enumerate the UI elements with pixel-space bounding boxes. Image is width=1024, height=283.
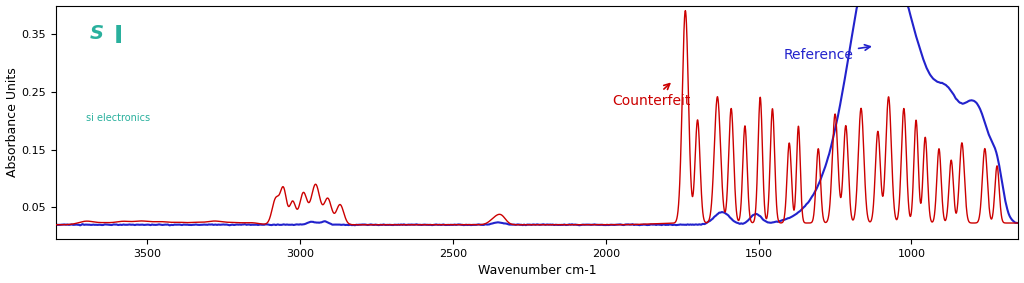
Y-axis label: Absorbance Units: Absorbance Units (5, 67, 18, 177)
Text: Counterfeit: Counterfeit (612, 84, 690, 108)
Text: I: I (114, 24, 123, 48)
Text: S: S (90, 24, 104, 43)
Text: si electronics: si electronics (86, 113, 151, 123)
Text: Reference: Reference (783, 45, 870, 62)
X-axis label: Wavenumber cm-1: Wavenumber cm-1 (478, 264, 596, 277)
